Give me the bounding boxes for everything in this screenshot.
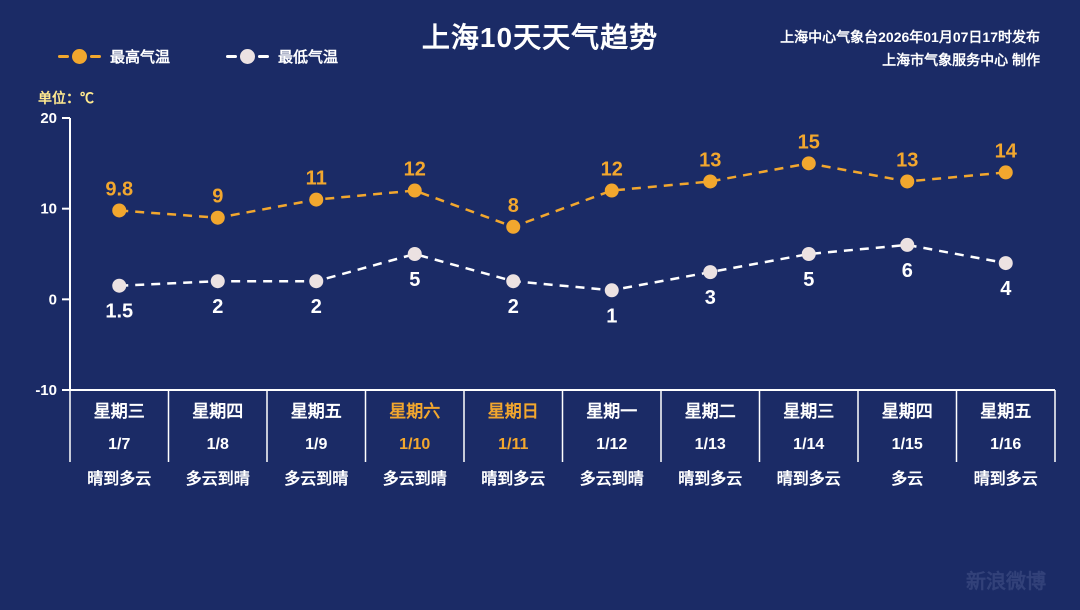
y-tick-label: 20 [40,110,57,127]
weekday-label: 星期四 [192,402,243,421]
data-label: 11 [306,168,327,190]
y-tick-label: 10 [40,201,57,218]
date-label: 1/7 [108,436,130,453]
source-line-1: 上海中心气象台2026年01月07日17时发布 [780,29,1040,45]
data-label: 12 [404,159,426,181]
weather-label: 晴到多云 [481,469,545,488]
date-label: 1/14 [793,436,824,453]
weather-label: 多云到晴 [383,469,447,488]
data-point [998,256,1013,271]
legend-label-high: 最高气温 [110,49,171,66]
data-point [801,247,816,261]
weather-label: 多云到晴 [580,469,644,488]
weekday-label: 星期一 [586,402,637,421]
weather-label: 多云到晴 [186,469,250,488]
data-point [309,274,324,289]
weekday-label: 星期六 [389,401,440,421]
weather-label: 晴到多云 [87,469,151,488]
data-point [407,247,422,261]
data-point [112,278,127,293]
date-label: 1/10 [399,436,430,453]
legend-label-low: 最低气温 [278,49,339,66]
data-point [900,174,915,189]
high-temp-marker-icon [58,49,101,64]
weekday-label: 星期三 [783,402,834,421]
data-label: 13 [699,149,721,171]
date-label: 1/9 [305,436,327,453]
data-label: 9.8 [105,178,133,200]
chart-legend: 最高气温 最低气温 [58,46,338,67]
y-tick-label: -10 [35,382,57,399]
legend-item-low: 最低气温 [226,46,338,67]
data-label: 12 [601,159,623,181]
weekday-label: 星期日 [488,402,539,421]
data-label: 15 [798,131,820,153]
weather-label: 晴到多云 [678,469,742,488]
weekday-label: 星期五 [980,402,1031,421]
data-point [703,265,718,280]
data-point [703,174,718,189]
weekday-label: 星期三 [94,402,145,421]
data-label: 8 [508,195,519,217]
data-label: 4 [1000,278,1012,300]
date-label: 1/12 [596,436,627,453]
date-label: 1/15 [892,436,923,453]
data-point [112,203,127,218]
data-point [210,274,225,289]
series-line [119,162,1006,229]
data-label: 6 [902,260,913,282]
data-point [801,156,816,171]
data-point [604,183,619,198]
weather-label: 多云到晴 [284,469,348,488]
unit-label: 单位：℃ [38,90,94,106]
series-line [119,243,1006,292]
low-temp-marker-icon [226,49,270,64]
data-point [900,237,915,252]
page-title: 上海10天天气趋势 [421,22,659,53]
weather-label: 晴到多云 [777,469,841,488]
source-info: 上海中心气象台2026年01月07日17时发布 上海市气象服务中心 制作 [780,26,1040,72]
data-point [998,165,1013,180]
data-point [210,210,225,225]
data-point [506,274,521,289]
weekday-label: 星期四 [882,402,933,421]
data-point [604,283,619,298]
data-label: 9 [212,186,223,208]
y-tick-label: 0 [49,291,57,308]
date-label: 1/11 [498,436,528,453]
date-label: 1/16 [990,436,1021,453]
legend-item-high: 最高气温 [58,46,170,67]
date-label: 1/13 [695,436,726,453]
data-point [506,219,521,234]
data-label: 5 [409,269,420,291]
data-label: 13 [896,149,918,171]
data-label: 14 [995,140,1018,162]
data-point [309,192,324,207]
data-label: 3 [705,287,716,309]
data-label: 2 [212,296,223,318]
data-label: 2 [311,296,322,318]
data-label: 5 [803,269,814,291]
weekday-label: 星期二 [685,402,736,421]
weather-label: 晴到多云 [974,469,1038,488]
data-label: 1.5 [105,301,133,323]
data-label: 1 [606,305,617,327]
date-label: 1/8 [207,436,229,453]
weather-label: 多云 [891,469,923,488]
data-label: 2 [508,296,519,318]
weekday-label: 星期五 [291,402,342,421]
watermark: 新浪微博 [966,571,1046,593]
source-line-2: 上海市气象服务中心 制作 [882,52,1040,68]
data-point [407,183,422,198]
